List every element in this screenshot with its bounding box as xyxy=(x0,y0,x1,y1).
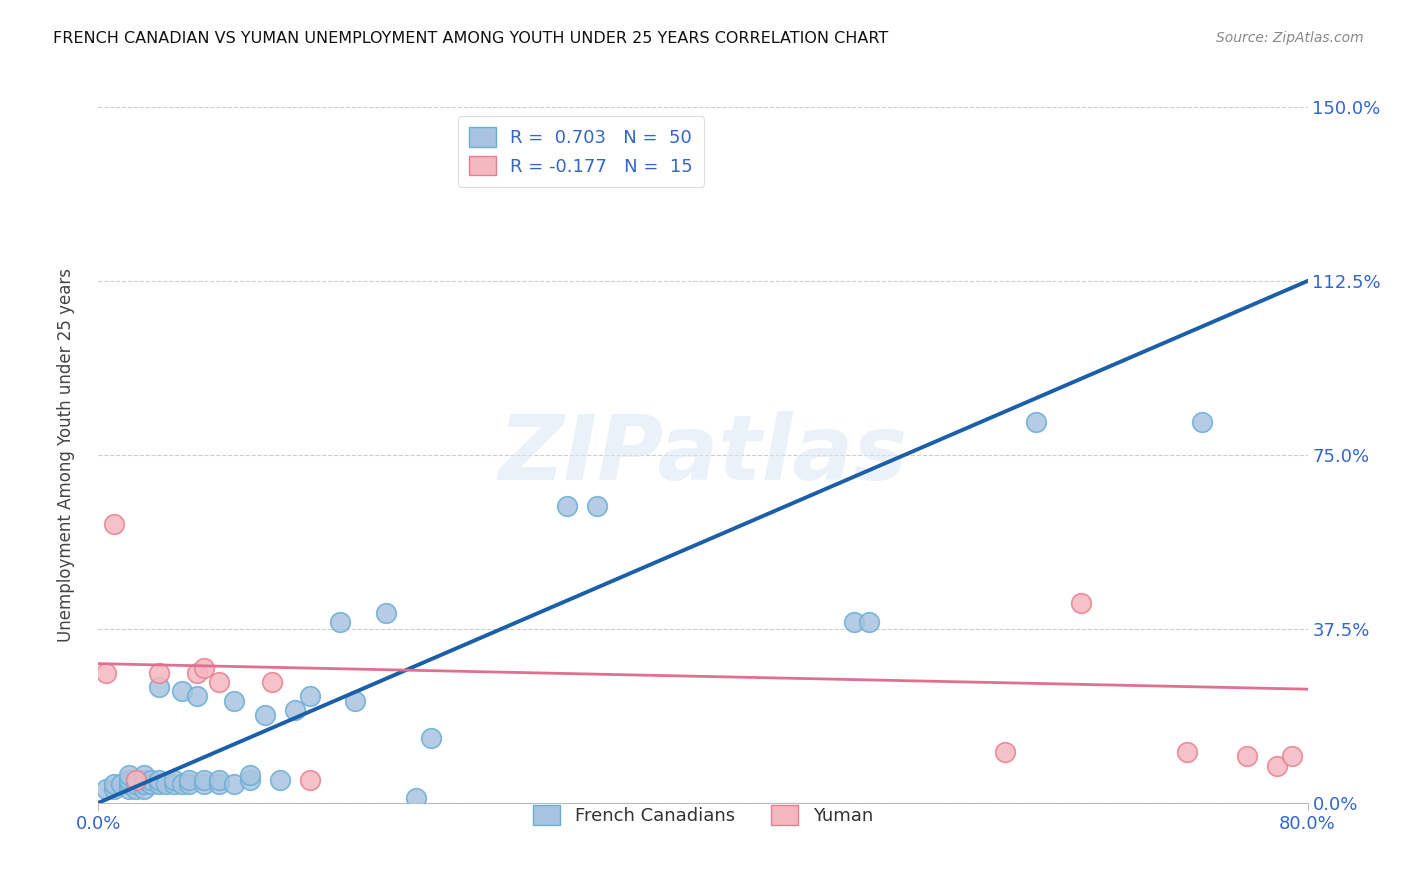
Legend: French Canadians, Yuman: French Canadians, Yuman xyxy=(526,797,880,832)
Point xyxy=(405,791,427,805)
Point xyxy=(148,665,170,680)
Point xyxy=(179,777,201,791)
Point xyxy=(344,694,367,708)
Point xyxy=(186,665,208,680)
Point xyxy=(239,772,262,787)
Point xyxy=(125,781,148,796)
Point xyxy=(110,777,132,791)
Point xyxy=(148,777,170,791)
Point xyxy=(148,772,170,787)
Point xyxy=(269,772,291,787)
Point xyxy=(1070,596,1092,610)
Point xyxy=(224,694,246,708)
Point xyxy=(132,768,155,782)
Point xyxy=(118,777,141,791)
Point xyxy=(299,772,322,787)
Point xyxy=(155,777,177,791)
Point xyxy=(163,772,186,787)
Point xyxy=(94,665,117,680)
Point xyxy=(132,777,155,791)
Point xyxy=(118,768,141,782)
Point xyxy=(1024,416,1046,430)
Point xyxy=(858,615,880,629)
Point xyxy=(193,661,215,675)
Point xyxy=(586,499,609,513)
Text: FRENCH CANADIAN VS YUMAN UNEMPLOYMENT AMONG YOUTH UNDER 25 YEARS CORRELATION CHA: FRENCH CANADIAN VS YUMAN UNEMPLOYMENT AM… xyxy=(53,31,889,46)
Point xyxy=(208,777,231,791)
Point xyxy=(118,772,141,787)
Point xyxy=(94,781,117,796)
Point xyxy=(193,772,215,787)
Text: ZIPatlas: ZIPatlas xyxy=(499,411,907,499)
Point xyxy=(329,615,352,629)
Text: Source: ZipAtlas.com: Source: ZipAtlas.com xyxy=(1216,31,1364,45)
Point xyxy=(1191,416,1213,430)
Point xyxy=(141,777,163,791)
Point xyxy=(132,772,155,787)
Point xyxy=(208,772,231,787)
Point xyxy=(103,781,125,796)
Point xyxy=(118,781,141,796)
Point xyxy=(208,675,231,690)
Point xyxy=(420,731,443,745)
Point xyxy=(193,777,215,791)
Point xyxy=(132,781,155,796)
Point xyxy=(844,615,866,629)
Y-axis label: Unemployment Among Youth under 25 years: Unemployment Among Youth under 25 years xyxy=(56,268,75,642)
Point xyxy=(125,772,148,787)
Point xyxy=(284,703,307,717)
Point xyxy=(170,777,193,791)
Point xyxy=(994,745,1017,759)
Point xyxy=(555,499,578,513)
Point xyxy=(224,777,246,791)
Point xyxy=(1281,749,1303,764)
Point xyxy=(253,707,276,722)
Point xyxy=(262,675,284,690)
Point xyxy=(170,684,193,698)
Point xyxy=(103,517,125,532)
Point xyxy=(1267,758,1289,772)
Point xyxy=(179,772,201,787)
Point xyxy=(103,777,125,791)
Point xyxy=(374,606,396,620)
Point xyxy=(239,768,262,782)
Point xyxy=(141,772,163,787)
Point xyxy=(186,689,208,703)
Point xyxy=(1236,749,1258,764)
Point xyxy=(125,777,148,791)
Point xyxy=(148,680,170,694)
Point xyxy=(163,777,186,791)
Point xyxy=(1175,745,1198,759)
Point xyxy=(299,689,322,703)
